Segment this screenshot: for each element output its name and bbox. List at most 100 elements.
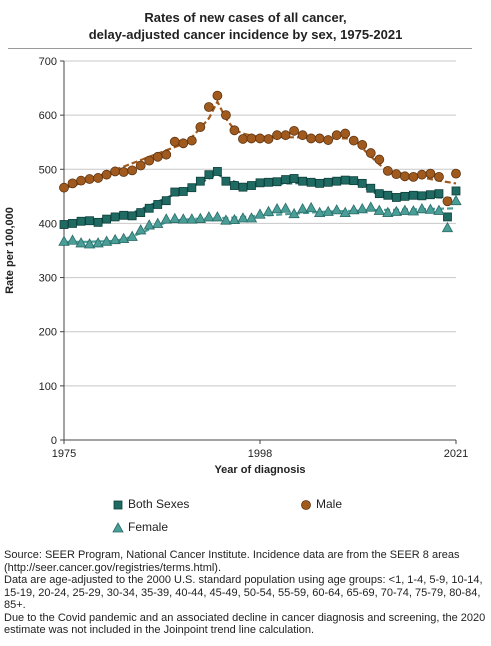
footnote-source: Source: SEER Program, National Cancer In…: [4, 549, 460, 574]
data-point-male: [59, 182, 69, 193]
data-point-male: [340, 128, 351, 139]
circle-marker-icon: [301, 499, 311, 510]
chart-title-line-2: delay-adjusted cancer incidence by sex, …: [88, 27, 403, 42]
data-point-female: [194, 212, 207, 223]
data-point-both-sexes: [102, 214, 112, 224]
data-point-male: [101, 169, 112, 180]
data-point-male: [365, 148, 376, 158]
data-point-female: [66, 234, 79, 245]
data-point-female: [416, 202, 428, 214]
data-point-female: [441, 221, 454, 233]
data-point-female: [92, 237, 104, 248]
data-point-both-sexes: [383, 190, 393, 200]
data-point-both-sexes: [204, 170, 214, 180]
y-axis-title: Rate per 100,000: [4, 207, 16, 294]
data-point-both-sexes: [306, 177, 316, 187]
data-point-both-sexes: [170, 187, 180, 197]
data-point-both-sexes: [76, 216, 86, 226]
data-point-both-sexes: [357, 178, 367, 188]
data-point-male: [135, 160, 146, 171]
data-point-both-sexes: [340, 175, 350, 185]
data-point-both-sexes: [281, 175, 290, 184]
data-point-male: [212, 90, 223, 101]
data-point-both-sexes: [127, 211, 137, 221]
data-point-both-sexes: [315, 178, 325, 188]
data-point-male: [442, 196, 453, 207]
data-point-female: [169, 212, 181, 223]
data-point-both-sexes: [298, 176, 308, 186]
data-point-both-sexes: [289, 174, 299, 183]
data-point-female: [407, 205, 420, 216]
trend-line-female: [64, 207, 457, 243]
legend-item-male: Male: [300, 497, 342, 511]
data-point-male: [110, 166, 121, 177]
data-point-female: [322, 205, 334, 216]
legend-item-female: Female: [112, 520, 168, 534]
data-point-both-sexes: [272, 177, 282, 187]
plot-background: [64, 61, 456, 440]
data-point-female: [143, 219, 155, 230]
data-point-both-sexes: [443, 212, 452, 222]
data-point-male: [297, 130, 308, 141]
data-point-both-sexes: [247, 181, 256, 190]
data-point-female: [382, 206, 394, 218]
data-point-male: [374, 154, 385, 165]
data-point-male: [76, 175, 86, 186]
data-point-both-sexes: [221, 176, 231, 186]
data-point-female: [100, 235, 113, 246]
legend-label-male: Male: [316, 497, 343, 511]
data-point-female: [365, 201, 377, 212]
data-point-both-sexes: [332, 176, 342, 186]
data-point-female: [296, 202, 309, 214]
data-point-male: [331, 130, 342, 141]
data-point-female: [160, 213, 172, 224]
data-point-male: [186, 135, 197, 146]
data-point-male: [169, 136, 180, 147]
data-point-both-sexes: [366, 183, 376, 193]
data-point-both-sexes: [178, 187, 188, 196]
data-point-female: [135, 224, 147, 235]
x-axis-title: Year of diagnosis: [214, 464, 305, 476]
data-point-female: [373, 204, 385, 215]
data-point-male: [280, 130, 291, 141]
data-point-both-sexes: [451, 186, 461, 196]
data-point-male: [195, 122, 206, 132]
data-point-male: [289, 125, 299, 136]
data-point-male: [306, 133, 317, 144]
chart-footnote: Source: SEER Program, National Cancer In…: [4, 549, 486, 637]
data-point-male: [178, 138, 189, 149]
data-point-female: [348, 204, 360, 215]
data-point-female: [288, 207, 300, 219]
data-point-both-sexes: [264, 177, 273, 187]
y-tick-label: 500: [39, 164, 57, 176]
data-point-both-sexes: [136, 208, 146, 218]
data-point-male: [221, 110, 231, 121]
data-point-female: [390, 205, 403, 216]
data-point-female: [339, 206, 351, 218]
data-point-male: [451, 168, 461, 179]
data-point-both-sexes: [349, 176, 359, 186]
legend-label-both-sexes: Both Sexes: [128, 497, 190, 511]
data-point-female: [424, 203, 437, 214]
data-point-male: [382, 166, 393, 176]
data-point-both-sexes: [374, 189, 384, 199]
data-point-female: [356, 202, 368, 214]
data-point-male: [399, 171, 410, 182]
data-point-male: [118, 167, 129, 177]
data-point-both-sexes: [119, 210, 129, 220]
data-point-both-sexes: [323, 177, 333, 187]
data-point-male: [229, 125, 240, 136]
data-point-female: [237, 212, 249, 223]
chart-area: 0 100 200 300 400 500 600 700 1975 1998 2021 Year o…: [4, 56, 468, 476]
y-tick-label: 600: [39, 110, 57, 122]
data-point-female: [177, 213, 189, 224]
data-point-male: [93, 173, 103, 183]
data-point-male: [127, 165, 138, 176]
data-point-male: [144, 155, 155, 166]
data-point-female: [331, 204, 343, 215]
data-point-female: [262, 205, 275, 216]
data-point-male: [263, 134, 274, 144]
data-point-both-sexes: [400, 191, 410, 201]
data-point-male: [314, 133, 325, 144]
data-point-male: [434, 171, 444, 182]
